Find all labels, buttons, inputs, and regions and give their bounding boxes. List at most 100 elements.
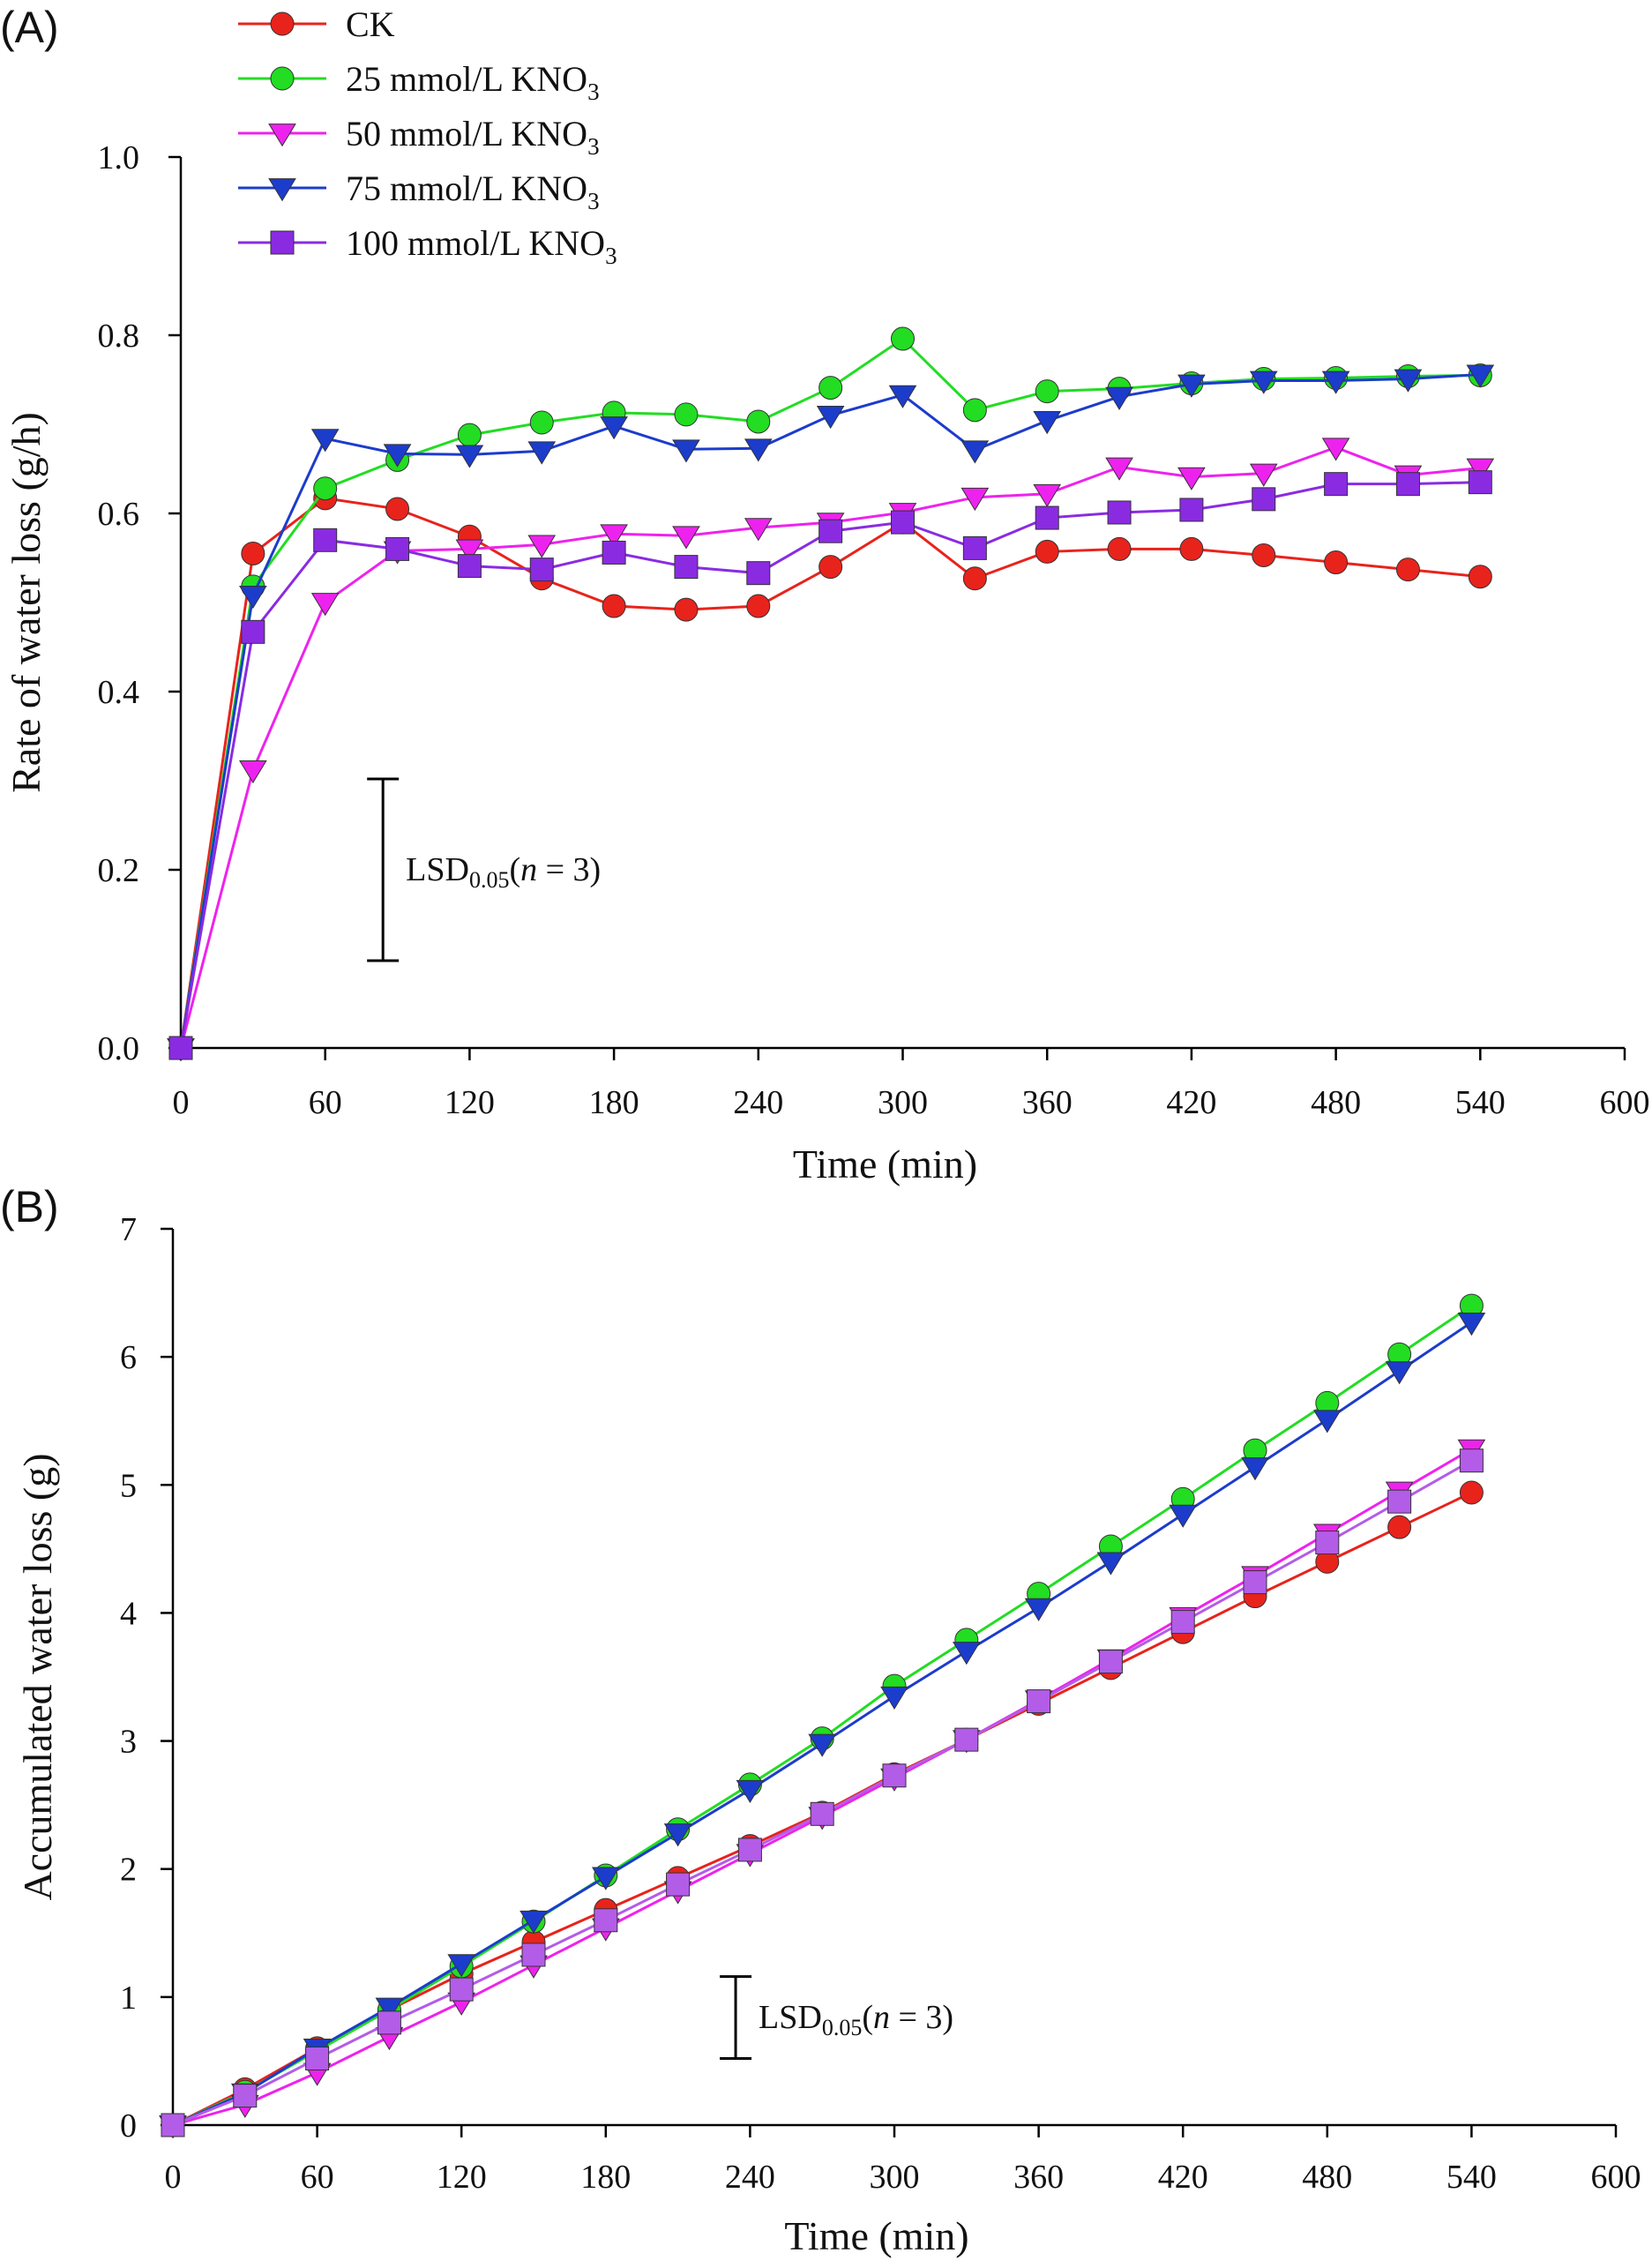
- panel-label: (A): [0, 3, 59, 52]
- data-point: [1466, 364, 1495, 388]
- data-point: [602, 594, 626, 618]
- y-tick-label: 4: [120, 1595, 137, 1632]
- data-point: [375, 1997, 404, 2021]
- data-point: [1105, 457, 1133, 481]
- series-line: [179, 497, 1481, 1049]
- y-tick-label: 0.6: [98, 496, 140, 533]
- y-tick-label: 1.0: [98, 139, 140, 176]
- data-point: [962, 566, 987, 591]
- x-tick-label: 0: [173, 1084, 190, 1121]
- data-point: [1395, 472, 1420, 497]
- data-point: [527, 441, 557, 465]
- data-point: [591, 1867, 620, 1890]
- y-tick-label: 7: [120, 1211, 137, 1248]
- data-point: [816, 406, 845, 430]
- lsd-label: LSD0.05(n = 3): [759, 1999, 953, 2040]
- data-point: [882, 1763, 907, 1788]
- data-point: [385, 536, 410, 561]
- data-point: [1466, 458, 1495, 482]
- data-point: [241, 541, 265, 565]
- chart-panel-b: (B) 0 60 120 180 240 300 360 420 480 540 600 0 1 2 3 4 5 6…: [0, 1182, 1641, 2258]
- data-point: [663, 1823, 692, 1847]
- data-point: [962, 398, 987, 423]
- data-point: [168, 1036, 193, 1060]
- data-point: [377, 2010, 401, 2035]
- data-point: [313, 528, 338, 552]
- lsd-indicator: LSD0.05(n = 3): [720, 1975, 953, 2061]
- x-tick-label: 240: [725, 2159, 775, 2196]
- data-point: [1035, 539, 1059, 564]
- series-line: [172, 1321, 1473, 2127]
- data-point: [1324, 550, 1349, 575]
- data-point: [1394, 369, 1423, 393]
- y-tick-label: 6: [120, 1339, 137, 1376]
- data-point: [310, 593, 340, 617]
- data-point: [313, 476, 338, 501]
- data-point: [1387, 1489, 1412, 1514]
- data-point: [744, 518, 773, 542]
- legend-entry: 75 mmol/L KNO3: [238, 168, 600, 214]
- lsd-label: LSD0.05(n = 3): [406, 851, 601, 893]
- data-point: [1035, 379, 1059, 404]
- data-point: [594, 1908, 618, 1933]
- data-point: [819, 555, 843, 580]
- series-3: [167, 364, 1495, 1062]
- x-tick-label: 480: [1311, 1084, 1361, 1121]
- series-1: [161, 1293, 1484, 2137]
- x-tick-label: 60: [301, 2159, 334, 2196]
- data-point: [1241, 1457, 1269, 1481]
- data-point: [1457, 1313, 1486, 1336]
- lsd-label-rest: = 3): [537, 851, 601, 888]
- y-tick-label: 0: [120, 2107, 137, 2144]
- data-point: [1177, 374, 1206, 398]
- data-point: [449, 1977, 474, 2002]
- series-3: [159, 1313, 1486, 2139]
- data-point: [1170, 1610, 1195, 1635]
- y-tick-label: 0.8: [98, 318, 140, 355]
- data-point: [674, 555, 699, 580]
- data-point: [746, 409, 771, 434]
- legend-label-subscript: 3: [587, 79, 600, 105]
- x-tick-label: 420: [1158, 2159, 1208, 2196]
- lsd-indicator: LSD0.05(n = 3): [367, 777, 601, 962]
- legend-label-main: 50 mmol/L KNO: [346, 114, 587, 153]
- data-point: [1249, 371, 1278, 394]
- data-point: [600, 416, 628, 440]
- legend-label: 25 mmol/L KNO3: [346, 59, 600, 105]
- x-tick-label: 180: [580, 2159, 631, 2196]
- x-tick-label: 360: [1013, 2159, 1064, 2196]
- data-point: [1179, 498, 1204, 522]
- data-point: [1459, 1480, 1484, 1505]
- data-point: [1315, 1531, 1340, 1555]
- data-point: [527, 535, 557, 558]
- data-point: [1324, 472, 1349, 497]
- x-tick-label: 480: [1302, 2159, 1352, 2196]
- data-point: [808, 1733, 837, 1757]
- data-point: [1024, 1598, 1053, 1621]
- data-point: [672, 526, 700, 550]
- data-point: [529, 410, 554, 435]
- data-point: [962, 535, 987, 560]
- lsd-label-n: n: [520, 851, 537, 888]
- data-point: [961, 487, 990, 512]
- lsd-label-subscript: 0.05: [469, 867, 510, 893]
- legend-label-main: 25 mmol/L KNO: [346, 59, 587, 99]
- data-point: [1468, 470, 1492, 495]
- legend-marker: [270, 66, 295, 91]
- lsd-label-main: LSD: [406, 851, 469, 888]
- legend-marker: [268, 178, 296, 202]
- x-tick-label: 600: [1591, 2159, 1641, 2196]
- data-point: [1252, 487, 1276, 512]
- data-point: [239, 760, 267, 784]
- chart-panel-a: (A) 0 60 120 180 240 300 360 420 480 540 600 0.0 0.2 0…: [0, 3, 1650, 1186]
- lsd-label-subscript: 0.05: [822, 2015, 863, 2040]
- lsd-label-n: n: [873, 1999, 890, 2036]
- data-point: [233, 2084, 258, 2108]
- x-axis-title: Time (min): [784, 2213, 968, 2258]
- data-point: [457, 554, 482, 579]
- data-point: [672, 439, 700, 463]
- data-point: [1468, 565, 1492, 589]
- data-point: [385, 497, 410, 521]
